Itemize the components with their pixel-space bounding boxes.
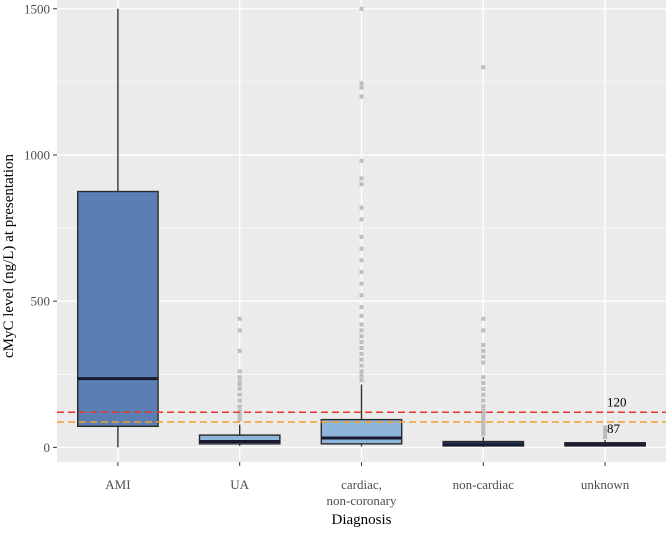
- outlier-point: [481, 411, 486, 416]
- outlier-point: [359, 246, 364, 251]
- outlier-point: [481, 429, 486, 434]
- outlier-point: [359, 293, 364, 298]
- outlier-point: [481, 414, 486, 419]
- outlier-point: [481, 392, 486, 397]
- y-tick-label: 1000: [24, 147, 50, 162]
- outlier-point: [359, 176, 364, 181]
- outlier-point: [481, 432, 486, 437]
- y-tick-label: 1500: [24, 1, 50, 16]
- outlier-point: [481, 398, 486, 403]
- outlier-point: [359, 313, 364, 318]
- outlier-point: [359, 357, 364, 362]
- outlier-point: [237, 348, 242, 353]
- outlier-point: [603, 435, 608, 440]
- outlier-point: [237, 328, 242, 333]
- outlier-point: [481, 386, 486, 391]
- outlier-point: [481, 375, 486, 380]
- x-tick-label: non-coronary: [326, 493, 397, 508]
- outlier-point: [237, 392, 242, 397]
- outlier-point: [359, 182, 364, 187]
- outlier-point: [481, 404, 486, 409]
- x-axis-title: Diagnosis: [332, 512, 392, 528]
- x-tick-label: cardiac,: [341, 477, 382, 492]
- outlier-point: [359, 81, 364, 86]
- box-cardiac-non-coronary: [320, 418, 403, 445]
- outlier-point: [481, 408, 486, 413]
- outlier-point: [359, 305, 364, 310]
- y-tick-label: 500: [31, 294, 51, 309]
- outlier-point: [237, 398, 242, 403]
- outlier-point: [237, 411, 242, 416]
- outlier-point: [359, 340, 364, 345]
- outlier-point: [359, 328, 364, 333]
- outlier-point: [237, 414, 242, 419]
- outlier-point: [237, 404, 242, 409]
- outlier-point: [359, 269, 364, 274]
- reference-label-120: 120: [607, 394, 627, 409]
- outlier-point: [359, 234, 364, 239]
- box-ua: [198, 434, 281, 445]
- outlier-point: [481, 316, 486, 321]
- outlier-point: [359, 322, 364, 327]
- outlier-point: [481, 348, 486, 353]
- outlier-point: [481, 343, 486, 348]
- outlier-point: [237, 386, 242, 391]
- outlier-point: [603, 432, 608, 437]
- x-tick-label: non-cardiac: [453, 477, 515, 492]
- outlier-point: [359, 85, 364, 90]
- outlier-point: [359, 351, 364, 356]
- outlier-point: [481, 360, 486, 365]
- outlier-point: [359, 363, 364, 368]
- outlier-point: [359, 373, 364, 378]
- outlier-point: [603, 425, 608, 430]
- box-ami: [77, 190, 159, 428]
- outlier-point: [359, 217, 364, 222]
- outlier-point: [481, 328, 486, 333]
- outlier-point: [237, 382, 242, 387]
- outlier-point: [481, 65, 486, 70]
- y-axis-title: cMyC level (ng/L) at presentation: [1, 153, 17, 358]
- outlier-point: [237, 417, 242, 422]
- outlier-point: [359, 258, 364, 263]
- x-tick-label: AMI: [105, 477, 130, 492]
- reference-label-87: 87: [607, 421, 621, 436]
- outlier-point: [359, 334, 364, 339]
- outlier-point: [481, 420, 486, 425]
- outlier-point: [481, 423, 486, 428]
- outlier-point: [237, 379, 242, 384]
- outlier-point: [359, 205, 364, 210]
- y-tick-label: 0: [44, 440, 51, 455]
- outlier-point: [603, 429, 608, 434]
- outlier-point: [237, 316, 242, 321]
- outlier-point: [237, 369, 242, 374]
- outlier-point: [359, 345, 364, 350]
- outlier-point: [237, 375, 242, 380]
- outlier-point: [481, 354, 486, 359]
- outlier-point: [237, 408, 242, 413]
- outlier-point: [359, 6, 364, 11]
- outlier-point: [359, 94, 364, 99]
- outlier-point: [359, 369, 364, 374]
- outlier-point: [359, 378, 364, 383]
- outlier-point: [359, 158, 364, 163]
- x-tick-label: unknown: [581, 477, 630, 492]
- outlier-point: [359, 281, 364, 286]
- outlier-point: [481, 381, 486, 386]
- outlier-point: [481, 417, 486, 422]
- x-tick-label: UA: [230, 477, 249, 492]
- outlier-point: [481, 426, 486, 431]
